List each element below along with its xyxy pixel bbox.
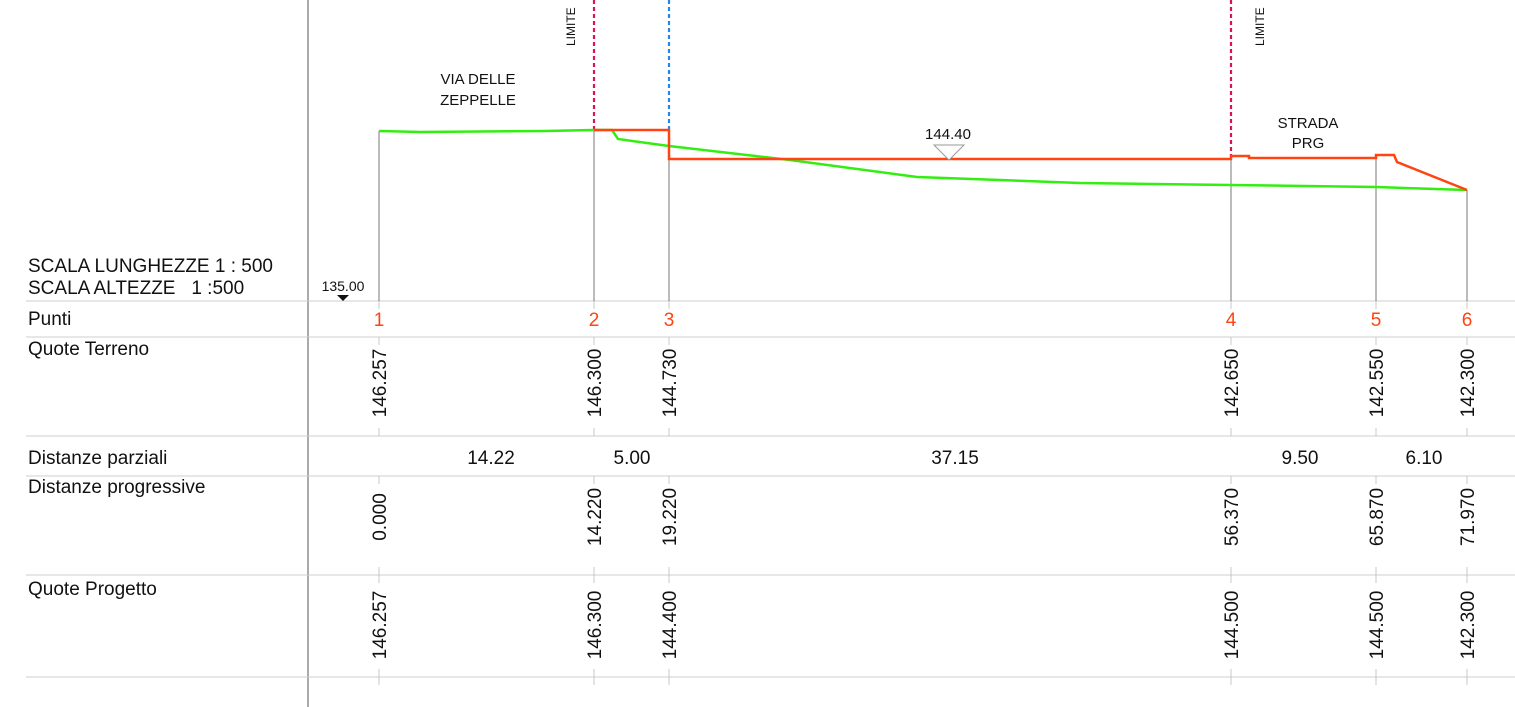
distanza-progressiva-value: 65.870 [1367,488,1388,546]
quote-progetto-value: 144.500 [1222,591,1243,660]
row-label-distanze-parziali: Distanze parziali [28,448,167,469]
strada-prg-line2: PRG [1292,135,1325,152]
quote-progetto-values: 146.257 146.300 144.400 144.500 144.500 142.3… [370,591,1479,660]
point-id-row: 1 2 3 4 5 6 [374,310,1473,331]
distanza-progressiva-value: 19.220 [660,488,681,546]
distanza-progressiva-value: 56.370 [1222,488,1243,546]
distanza-progressiva-value: 14.220 [585,488,606,546]
scale-heights-label: SCALA ALTEZZE 1 :500 [28,278,244,299]
distanza-progressiva-value: 0.000 [370,493,391,541]
distanza-parziale-value: 37.15 [931,448,979,469]
point-id-label: 3 [664,310,675,331]
distanza-parziale-value: 9.50 [1282,448,1319,469]
quote-progetto-value: 144.500 [1367,591,1388,660]
point-row-ticks [378,301,1468,685]
project-profile-line [594,128,1468,192]
row-label-quote-progetto: Quote Progetto [28,579,157,600]
datum-marker-triangle [337,295,349,301]
via-delle-zeppelle-line2: ZEPPELLE [440,92,516,109]
quote-terreno-value: 144.730 [660,349,681,418]
distanza-progressiva-value: 71.970 [1458,488,1479,546]
distanza-parziale-value: 5.00 [614,448,651,469]
level-mark-value: 144.40 [925,126,971,143]
level-mark-triangle [932,144,966,161]
distanze-progressive-values: 0.000 14.220 19.220 56.370 65.870 71.970 [370,488,1479,546]
distanze-parziali-values: 14.22 5.00 37.15 9.50 6.10 [467,448,1442,469]
strada-prg-line1: STRADA [1278,115,1339,132]
point-vertical-lines [378,130,1468,301]
quote-terreno-value: 142.300 [1458,349,1479,418]
limite-label-left: LIMITE [564,7,578,46]
quote-terreno-value: 142.550 [1367,349,1388,418]
quote-terreno-value: 146.257 [370,349,391,418]
quote-terreno-values: 146.257 146.300 144.730 142.650 142.550 142.3… [370,349,1479,418]
point-id-label: 4 [1226,310,1237,331]
row-label-punti: Punti [28,309,71,330]
quote-terreno-value: 146.300 [585,349,606,418]
point-id-label: 2 [589,310,600,331]
limite-label-right: LIMITE [1253,7,1267,46]
point-id-label: 6 [1462,310,1473,331]
via-delle-zeppelle-line1: VIA DELLE [440,71,515,88]
row-label-quote-terreno: Quote Terreno [28,339,149,360]
point-id-label: 5 [1371,310,1382,331]
point-id-label: 1 [374,310,385,331]
distanza-parziale-value: 6.10 [1406,448,1443,469]
scale-lengths-label: SCALA LUNGHEZZE 1 : 500 [28,256,273,277]
datum-elevation-label: 135.00 [322,278,365,294]
quote-progetto-value: 144.400 [660,591,681,660]
quote-progetto-value: 146.257 [370,591,391,660]
quote-terreno-value: 142.650 [1222,349,1243,418]
distanza-parziale-value: 14.22 [467,448,515,469]
quote-progetto-value: 146.300 [585,591,606,660]
row-label-distanze-progressive: Distanze progressive [28,477,205,498]
quote-progetto-value: 142.300 [1458,591,1479,660]
